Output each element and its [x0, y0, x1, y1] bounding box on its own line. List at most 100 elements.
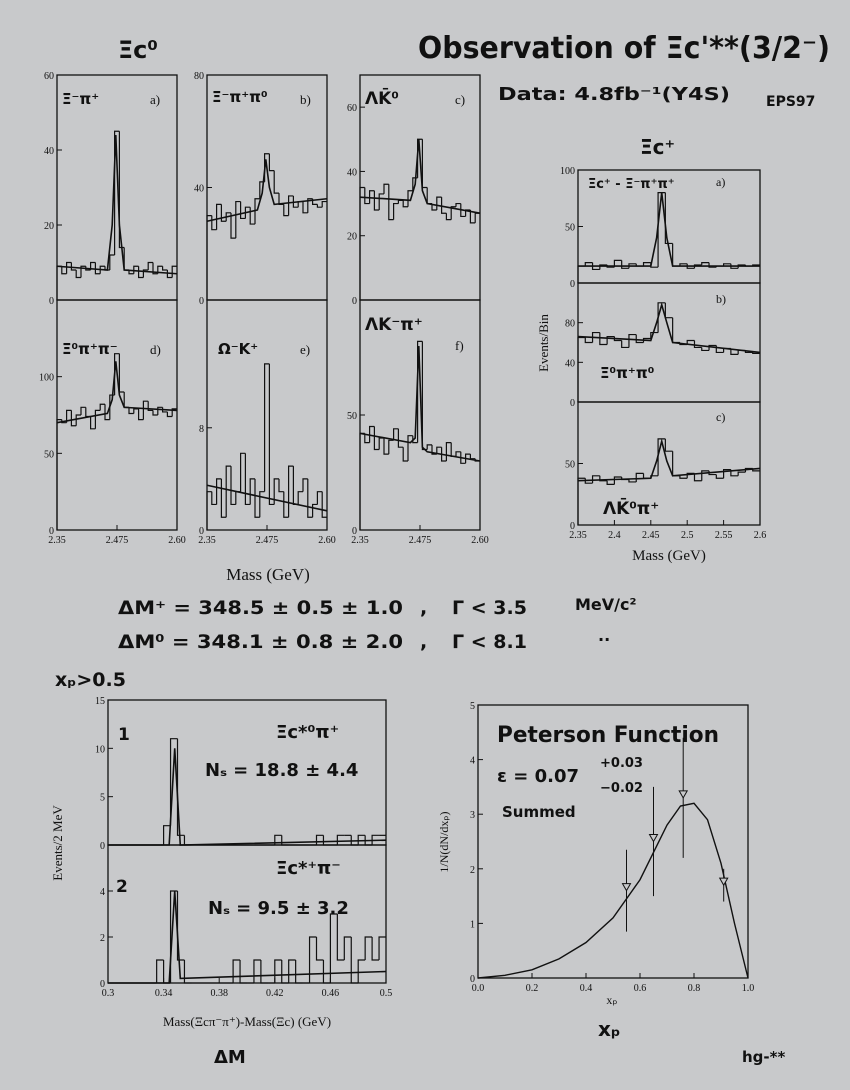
y-tick-label: 0 [100, 841, 105, 852]
histogram-bin [230, 466, 236, 506]
histogram-bin [99, 403, 105, 411]
histogram-bin [621, 260, 629, 269]
y-tick-label: 80 [194, 71, 204, 82]
histogram-bin [436, 446, 442, 455]
x-tick-label: 0.2 [526, 983, 539, 994]
histogram-bin [752, 352, 760, 355]
histogram-bin [104, 404, 110, 421]
histogram-bin [393, 428, 399, 441]
histogram-bin [307, 478, 313, 518]
note: Summed [502, 803, 576, 821]
y-tick-label: 0 [49, 296, 54, 307]
equation: Γ < 3.5 [452, 597, 527, 619]
histogram-bin [254, 478, 260, 518]
y-tick-label: 20 [44, 221, 54, 232]
panel-label: Ω⁻K⁺ [218, 340, 258, 358]
x-tick-label: 2.60 [168, 535, 186, 546]
histogram-bin [635, 334, 644, 344]
fit-line [206, 159, 328, 223]
x-tick-label: 2.4 [608, 530, 621, 541]
panel-tag: c) [455, 92, 465, 107]
corner-label: Ξc⁰ [118, 36, 158, 64]
histogram-bin [147, 401, 153, 411]
fit-title: Peterson Function [497, 723, 719, 748]
histogram-bin [288, 195, 294, 216]
panel-label: ΛK̄⁰ [365, 87, 399, 109]
histogram-bin [650, 331, 659, 339]
histogram-bin [701, 262, 710, 265]
panel-tag: a) [150, 92, 160, 107]
histogram-bin [315, 937, 324, 961]
panel-label: Ξc⁺ - Ξ⁻π⁺π⁺ [588, 177, 675, 192]
x-axis-label: Mass (GeV) [226, 565, 310, 584]
signature: hg-** [742, 1048, 785, 1066]
histogram-bin [302, 201, 308, 214]
histogram-bin [70, 410, 77, 427]
panel-tag: a) [716, 175, 725, 189]
histogram-bin [469, 210, 476, 224]
histogram-bin [371, 834, 380, 845]
panel-tag: b) [300, 92, 311, 107]
x-tick-label: 2.55 [715, 530, 733, 541]
histogram-bin [426, 444, 432, 450]
x-tick-label: 0.3 [102, 988, 115, 999]
histogram-bin [273, 478, 279, 505]
histogram-bin [80, 406, 86, 415]
y-tick-label: 5 [100, 793, 105, 804]
histogram-bin [357, 959, 366, 983]
y-tick-label: 0 [49, 526, 54, 537]
histogram-bin [686, 472, 695, 479]
histogram-bin [225, 465, 231, 518]
histogram-bin [268, 153, 275, 172]
data-point [621, 883, 632, 892]
histogram-bin [156, 959, 164, 983]
histogram-bin [455, 202, 461, 207]
histogram-bin [157, 406, 163, 415]
panel-label: Ξ⁰π⁺π⁰ [600, 364, 654, 382]
histogram-bin [157, 265, 163, 274]
histogram-bin [244, 206, 251, 219]
histogram-bin [402, 200, 408, 208]
histogram-bin [295, 960, 303, 984]
histogram-bin [664, 438, 673, 452]
panel-tag: f) [455, 338, 464, 353]
panel-tag: d) [150, 342, 161, 357]
y-axis-label: 1/N(dN/dxₚ) [437, 811, 451, 872]
histogram-bin [445, 213, 452, 221]
histogram-bin [388, 184, 394, 221]
histogram-bin [307, 198, 313, 213]
histogram-bin [239, 960, 247, 984]
y-tick-label: 2 [470, 865, 475, 876]
x-axis-label: xₚ [606, 993, 617, 1007]
histogram-bin [708, 344, 717, 351]
histogram-bin [288, 465, 294, 518]
histogram-bin [460, 203, 466, 218]
histogram-bin [312, 503, 318, 518]
histogram-bin [216, 478, 222, 505]
histogram-bin [147, 261, 153, 270]
y-tick-label: 60 [347, 103, 357, 114]
histogram-bin [465, 453, 471, 464]
histogram-bin [235, 200, 241, 239]
histogram-bin [737, 264, 746, 269]
histogram-bin [657, 302, 666, 333]
histogram-bin [359, 186, 365, 300]
histogram-bin [693, 340, 702, 349]
histogram-bin [460, 451, 466, 464]
x-tick-label: 0.6 [634, 983, 647, 994]
histogram-bin [302, 478, 308, 492]
histogram-bin [90, 261, 96, 270]
histogram-bin [80, 265, 86, 278]
x-tick-label: 2.45 [642, 530, 660, 541]
histogram-bin [412, 435, 418, 444]
x-axis-label: Mass(Ξcπ⁻π⁺)-Mass(Ξc) (GeV) [163, 1014, 331, 1029]
histogram-bin [316, 204, 323, 208]
equation: , [420, 631, 427, 653]
x-tick-label: 1.0 [742, 983, 755, 994]
xp-label: xₚ [598, 1017, 620, 1041]
histogram-bin [232, 959, 241, 983]
histogram-bin [128, 270, 134, 275]
histogram-bin [642, 337, 651, 343]
histogram-bin [169, 738, 178, 826]
histogram-bin [216, 203, 222, 230]
